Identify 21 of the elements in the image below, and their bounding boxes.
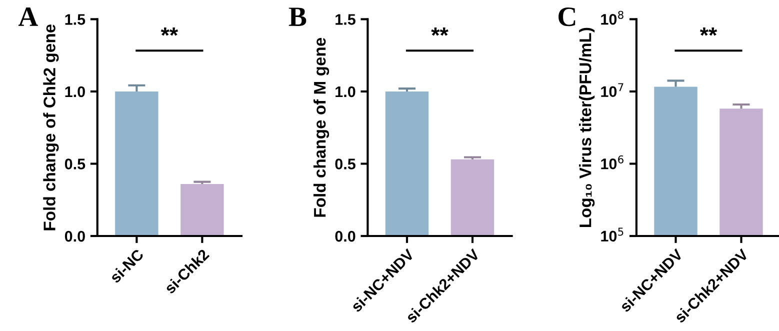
y-tick-label: 1.0	[336, 86, 356, 98]
annotation: **	[431, 27, 448, 36]
annotation: **	[160, 27, 178, 36]
y-tick-label: 1.5	[336, 14, 356, 25]
y-tick-label: 10$^{6}$	[601, 155, 624, 170]
y-tick-label: 10$^{8}$	[601, 10, 624, 25]
y-axis-title: Log₁₀ Virus titer(PFU/mL)	[579, 28, 595, 228]
y-tick-label: 0.0	[64, 230, 85, 242]
y-tick-label: 0.0	[335, 230, 356, 242]
y-tick-label: 1.0	[65, 86, 85, 98]
annotation: **	[700, 27, 718, 36]
chart-title: A	[18, 8, 38, 26]
y-tick-label: 10$^{5}$	[601, 228, 624, 242]
y-tick-label: 0.5	[335, 158, 356, 170]
y-tick-label: 10$^{7}$	[601, 83, 624, 98]
y-tick-label: 1.5	[65, 14, 86, 25]
chart-title: B	[288, 8, 306, 26]
y-axis-title: Fold change of Chk2 gene	[43, 24, 59, 230]
y-tick-label: 0.5	[64, 158, 86, 170]
y-axis-title: Fold change of M gene	[313, 38, 330, 217]
chart-title: C	[558, 7, 576, 26]
